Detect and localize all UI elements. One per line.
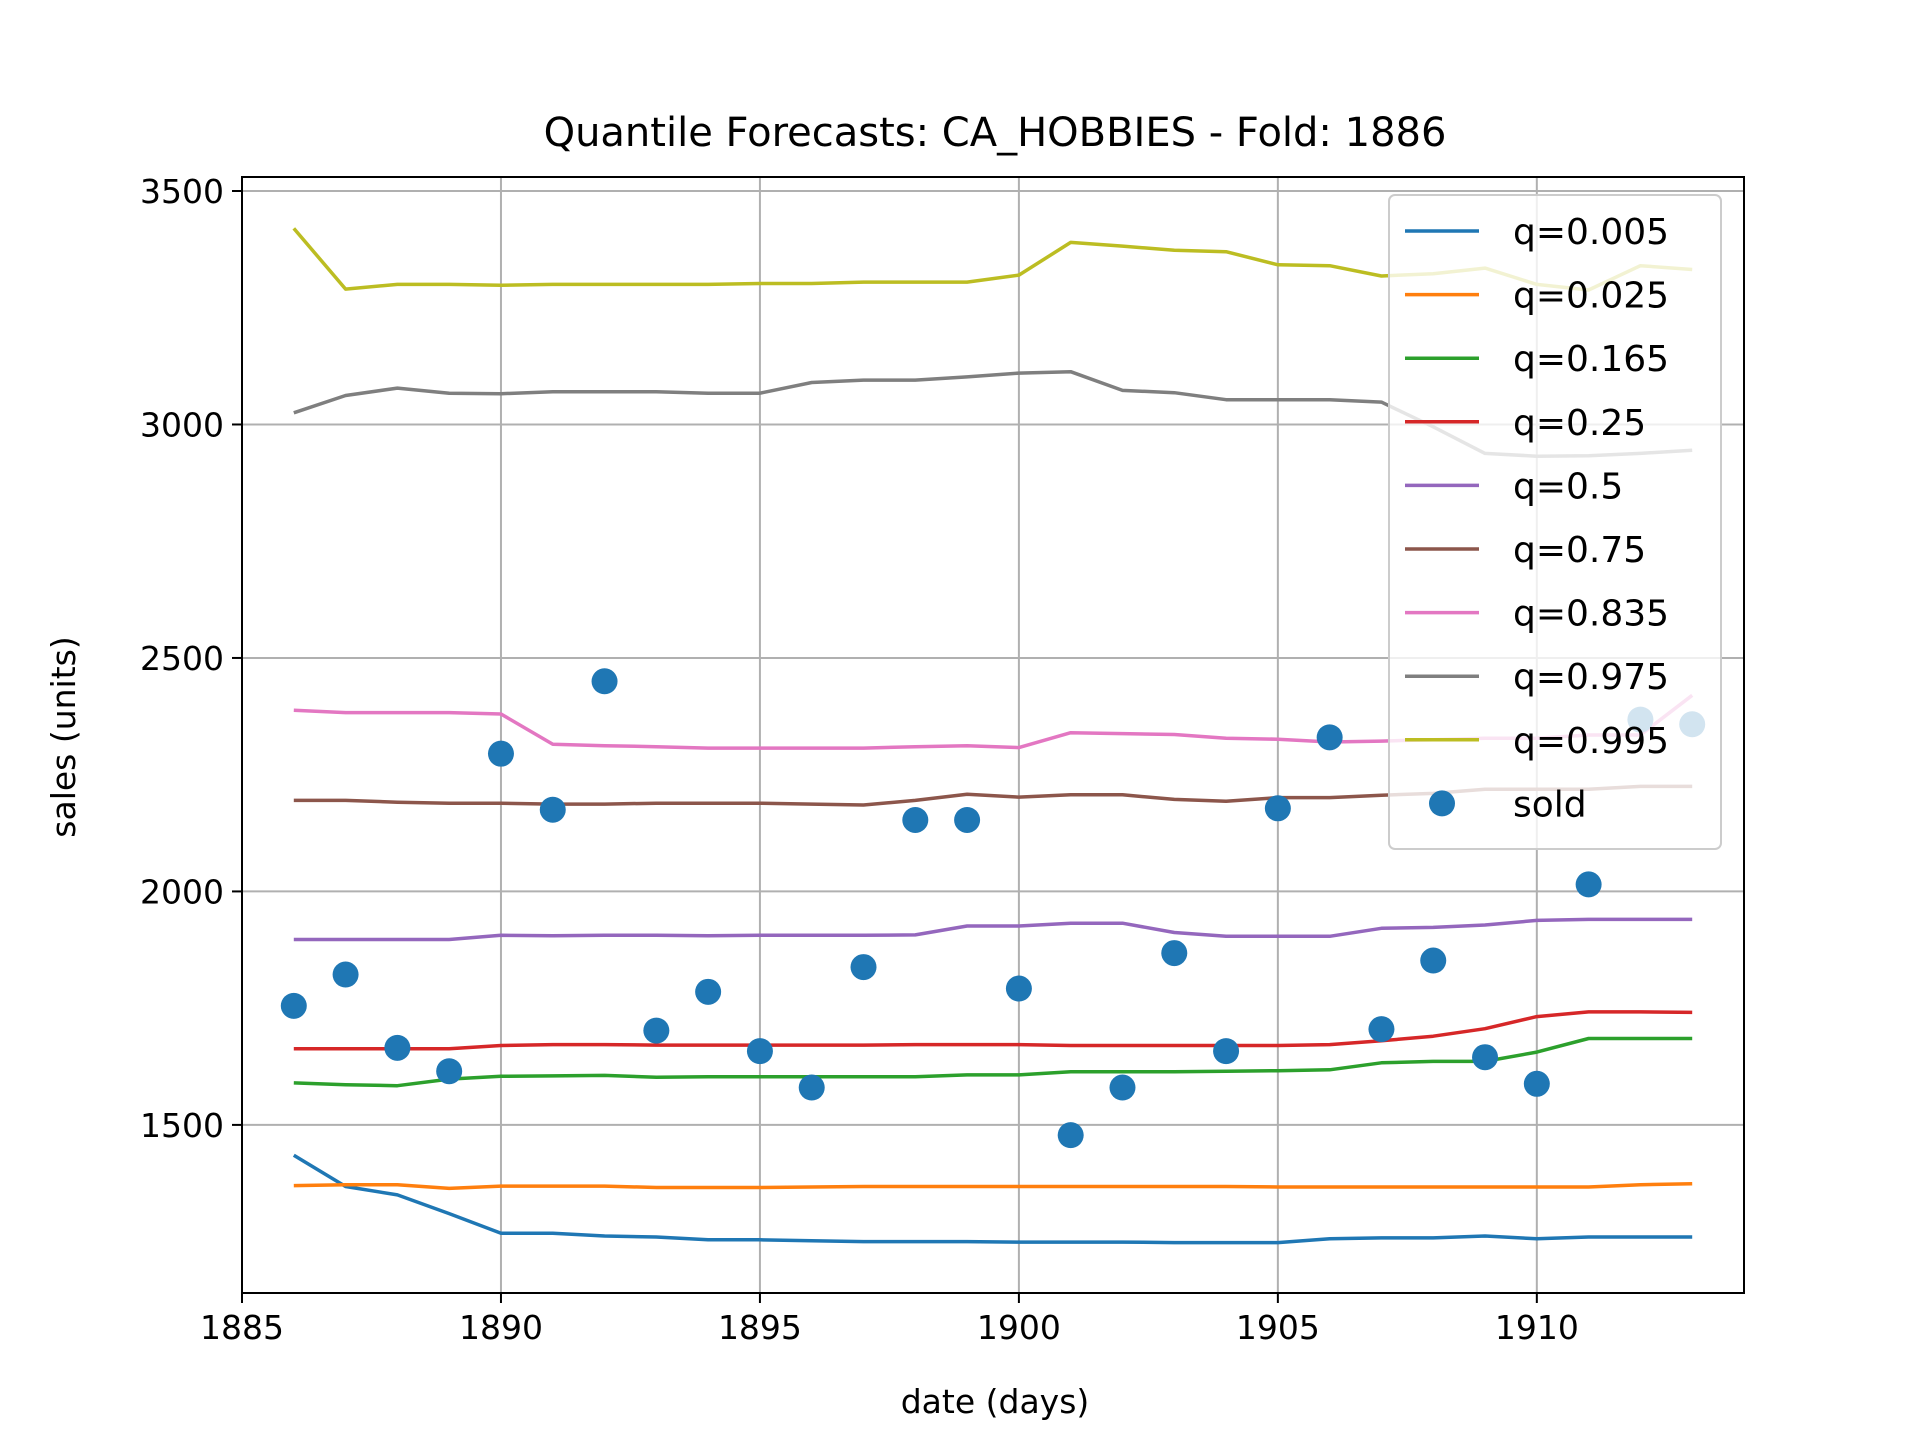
y-axis-title: sales (units) [44, 636, 83, 837]
sold-point [280, 992, 307, 1019]
legend-label: q=0.005 [1513, 212, 1669, 253]
sold-point [1420, 947, 1447, 974]
sold-point [798, 1074, 825, 1101]
legend-label: q=0.25 [1513, 403, 1646, 444]
x-tick-label: 1890 [459, 1308, 543, 1347]
sold-point [1472, 1044, 1499, 1071]
series-line-q-0-025 [293, 1181, 1693, 1191]
series-line-q-0-005 [292, 1153, 1693, 1245]
sold-point [1005, 975, 1032, 1002]
x-tick-label: 1885 [200, 1308, 284, 1347]
legend-label: q=0.975 [1513, 657, 1669, 698]
sold-point [332, 961, 359, 988]
x-tick-label: 1910 [1495, 1308, 1579, 1347]
legend-label: q=0.75 [1513, 530, 1646, 571]
legend: q=0.005 q=0.025 q=0.165 q=0.25 q=0.5 q=0.75 q=… [1388, 194, 1722, 850]
sold-point [1057, 1122, 1084, 1149]
sold-point [1316, 724, 1343, 751]
y-tick-label: 3500 [140, 172, 224, 211]
legend-label: q=0.165 [1513, 339, 1669, 380]
sold-point [902, 806, 929, 833]
y-tick-label: 1500 [140, 1106, 224, 1145]
legend-label: q=0.835 [1513, 594, 1669, 635]
sold-point [1264, 795, 1291, 822]
plot-points [280, 668, 1706, 1149]
y-tick-label: 2000 [140, 872, 224, 911]
y-tick-label: 2500 [140, 639, 224, 678]
sold-point [954, 806, 981, 833]
x-tick-label: 1900 [977, 1308, 1061, 1347]
legend-label: q=0.5 [1513, 466, 1623, 507]
x-tick-label: 1895 [718, 1308, 802, 1347]
series-line-q-0-5 [293, 917, 1693, 942]
sold-point [1109, 1074, 1136, 1101]
sold-point [1575, 871, 1602, 898]
legend-label: q=0.995 [1513, 721, 1669, 762]
sold-point [1523, 1070, 1550, 1097]
x-axis-ticks: 1885 1890 1895 1900 1905 1910 [200, 1293, 1579, 1347]
sold-point [539, 796, 566, 823]
sold-point [591, 668, 618, 695]
sold-point [695, 978, 722, 1005]
legend-label: sold [1513, 784, 1587, 825]
sold-point [1161, 940, 1188, 967]
chart-title: Quantile Forecasts: CA_HOBBIES - Fold: 1… [544, 110, 1447, 156]
sold-point [487, 740, 514, 767]
series-line-q-0-165 [293, 1036, 1693, 1088]
axes-frame [241, 176, 1745, 1294]
legend-label: q=0.025 [1513, 276, 1669, 317]
y-tick-label: 3000 [140, 405, 224, 444]
sold-point [746, 1038, 773, 1065]
sold-point [850, 954, 877, 981]
legend-swatch [1429, 790, 1455, 817]
y-axis-ticks: 1500 2000 2500 3000 3500 [140, 172, 242, 1145]
sold-point [384, 1034, 411, 1061]
series-line-q-0-25 [293, 1010, 1693, 1051]
sold-point [1368, 1016, 1395, 1043]
x-tick-label: 1905 [1236, 1308, 1320, 1347]
sold-point [436, 1058, 463, 1085]
sold-point [1213, 1038, 1240, 1065]
sold-point [643, 1017, 670, 1044]
x-axis-title: date (days) [901, 1382, 1090, 1421]
